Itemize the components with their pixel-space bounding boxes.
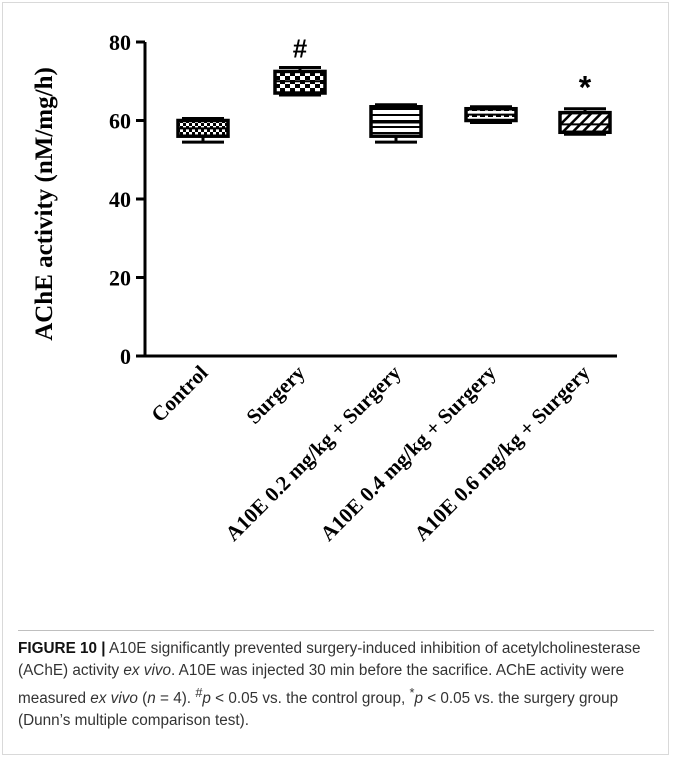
box-4 [464,105,518,124]
significance-annotation: * [579,70,592,106]
caption-sup-1: # [195,685,203,700]
caption-text-6: < 0.05 vs. the surgery group (Dunn’s mul… [18,690,619,730]
x-tick-label: A10E 0.2 mg/kg + Surgery [220,360,405,545]
caption-em-1: ex vivo [123,662,172,679]
y-ticks: 0 20 40 60 80 [109,30,145,369]
box-2: # [273,34,327,97]
y-tick-label: 60 [109,109,131,134]
y-tick-label: 40 [109,187,131,212]
caption-text-3: ( [137,690,148,708]
y-tick-label: 80 [109,30,131,55]
caption-text-2: . A10E was injected 30 min before the sa… [18,662,625,708]
caption-sup-2: * [409,685,415,700]
caption-divider [18,630,654,631]
x-tick-label: A10E 0.4 mg/kg + Surgery [315,360,500,545]
y-tick-label: 20 [109,266,131,291]
box-1 [176,117,230,144]
boxes: #* [176,34,612,144]
box-3 [369,103,423,144]
caption-label: FIGURE 10 | [18,640,106,657]
x-tick-label: Surgery [241,360,309,428]
caption-em-2: ex vivo [90,690,138,708]
x-tick-label: Control [146,360,212,426]
caption-text-1: A10E significantly prevented surgery-ind… [18,640,641,679]
caption-em-3: n [147,690,156,708]
caption-em-4: p [202,690,211,708]
figure-caption: FIGURE 10 | A10E significantly prevented… [18,638,658,732]
significance-annotation: # [293,34,308,64]
caption-text-4: = 4). [155,690,196,708]
caption-text-5: < 0.05 vs. the control group, [210,690,410,708]
x-tick-label: A10E 0.6 mg/kg + Surgery [409,360,594,545]
y-tick-label: 0 [120,344,131,369]
y-axis-label: AChE activity (nM/mg/h) [31,67,58,341]
box-body [558,110,612,135]
box-5: * [558,70,612,136]
caption-em-5: p [414,690,423,708]
